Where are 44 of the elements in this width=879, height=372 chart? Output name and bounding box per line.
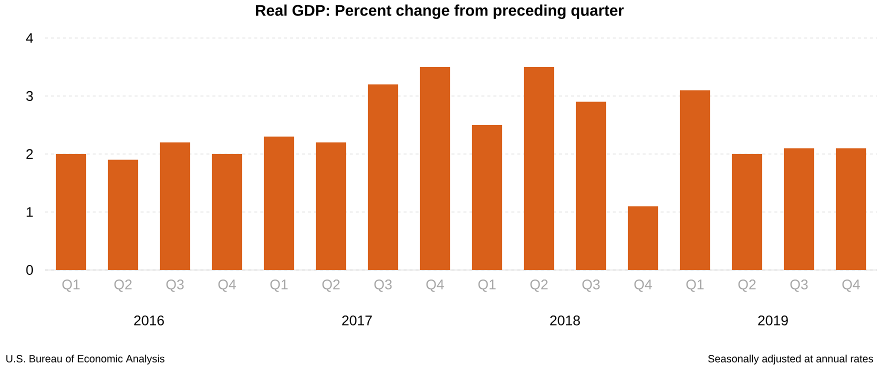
x-tick-label: Q1: [686, 280, 704, 292]
x-tick-label: Q2: [738, 280, 756, 292]
bar: [420, 67, 450, 270]
x-tick-label: Q1: [270, 280, 288, 292]
bar: [576, 102, 606, 270]
text: U.S. Bureau of Economic Analysis: [6, 354, 164, 364]
x-tick-label: Q1: [62, 280, 80, 292]
x-tick-label: Q3: [582, 280, 600, 292]
bar: [56, 154, 86, 270]
bar: [472, 125, 502, 270]
bar: [108, 160, 138, 270]
x-tick-label: Q1: [478, 280, 496, 292]
text: 2017: [342, 316, 372, 326]
y-tick-label: 2: [26, 149, 33, 159]
bar: [524, 67, 554, 270]
chart-title: Real GDP: Percent change from preceding quarter: [256, 4, 624, 19]
x-tick-label: Q2: [114, 280, 132, 292]
y-tick-label: 1: [26, 207, 33, 217]
y-tick-label: 0: [26, 265, 33, 275]
text: Seasonally adjusted at annual rates: [708, 354, 874, 364]
x-tick-label: Q3: [166, 280, 184, 292]
x-tick-label: Q3: [790, 280, 808, 292]
bar: [836, 148, 866, 270]
x-tick-label: Q4: [634, 280, 652, 292]
bar: [732, 154, 762, 270]
bar: [316, 142, 346, 270]
x-tick-label: Q4: [426, 280, 444, 292]
text: 2018: [550, 316, 580, 326]
bar: [212, 154, 242, 270]
bar: [264, 136, 294, 270]
x-tick-label: Q2: [530, 280, 548, 292]
text: 2016: [134, 316, 164, 326]
x-tick-label: Q4: [842, 280, 860, 292]
bar: [368, 84, 398, 270]
y-tick-label: 4: [26, 33, 34, 43]
bar: [628, 206, 658, 270]
x-tick-label: Q3: [374, 280, 392, 292]
x-tick-label: Q4: [218, 280, 236, 292]
bar: [784, 148, 814, 270]
bar: [160, 142, 190, 270]
x-tick-label: Q2: [322, 280, 340, 292]
y-tick-label: 3: [26, 91, 33, 101]
bar: [680, 90, 710, 270]
text: 2019: [758, 316, 788, 326]
